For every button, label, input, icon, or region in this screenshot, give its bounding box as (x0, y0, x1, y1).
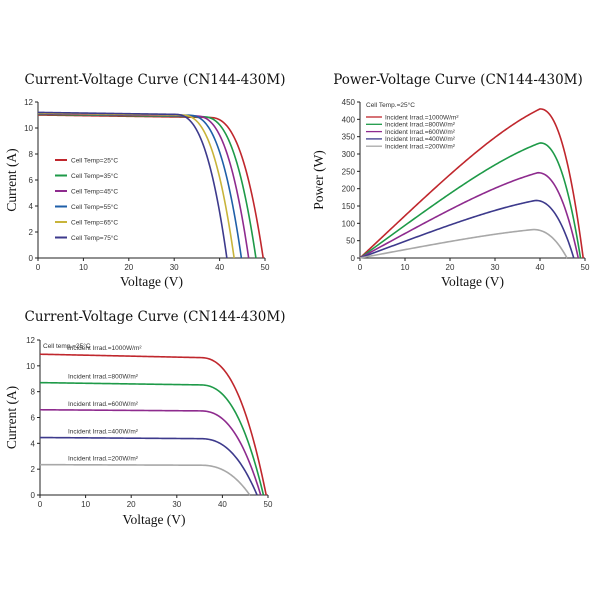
x-tick-label: 0 (38, 500, 43, 509)
pv-irradiance-chart: Power-Voltage Curve (CN144-430M) 0 10 20 30 4… (300, 62, 600, 302)
x-tick-label: 50 (581, 263, 590, 272)
x-tick-label: 30 (491, 263, 500, 272)
y-tick-label: 10 (26, 362, 35, 371)
y-tick-label: 200 (342, 185, 356, 194)
x-tick-label: 50 (264, 500, 273, 509)
y-tick-label: 6 (29, 176, 34, 185)
y-tick-label: 10 (24, 124, 33, 133)
legend-label: Cell Temp=65°C (71, 219, 118, 227)
y-tick-label: 0 (29, 254, 34, 263)
pv-irrad-svg: Power-Voltage Curve (CN144-430M) 0 10 20 30 4… (311, 72, 590, 289)
legend-header: Cell temp.=25°C (43, 342, 91, 350)
y-tick-label: 0 (351, 254, 356, 263)
y-axis-label: Current (A) (4, 386, 19, 449)
iv-temperature-chart: Current-Voltage Curve (CN144-430M) 0 10 20 3… (0, 62, 300, 302)
legend-label: Cell Temp=55°C (71, 203, 118, 211)
x-axis-label: Voltage (V) (120, 274, 183, 289)
series-line-5 (37, 112, 235, 259)
x-tick-label: 0 (36, 263, 41, 272)
x-axis-label: Voltage (V) (441, 274, 504, 289)
legend-label: Incident Irrad.=1000W/m² (385, 114, 459, 121)
y-tick-label: 350 (342, 133, 356, 142)
y-tick-label: 100 (342, 219, 356, 228)
legend-label: Cell Temp=45°C (71, 188, 118, 196)
legend-label: Incident Irrad.=800W/m² (68, 374, 139, 381)
x-tick-label: 0 (358, 263, 363, 272)
y-tick-label: 400 (342, 115, 356, 124)
series-line-3 (359, 171, 580, 259)
y-tick-label: 2 (31, 465, 36, 474)
legend-header: Cell Temp.=25°C (366, 101, 415, 109)
legend-label: Incident Irrad.=200W/m² (68, 456, 139, 463)
legend-label: Incident Irrad.=600W/m² (68, 401, 139, 408)
legend-label: Incident Irrad.=1000W/m² (68, 345, 142, 352)
series-line-5 (40, 463, 251, 496)
legend-label: Incident Irrad.=800W/m² (385, 122, 456, 129)
y-tick-label: 50 (346, 237, 355, 246)
series-line-5 (359, 228, 568, 259)
series-line-2 (359, 142, 582, 259)
y-tick-label: 6 (31, 414, 36, 423)
x-tick-label: 40 (536, 263, 545, 272)
y-tick-label: 8 (31, 388, 36, 397)
x-tick-label: 20 (127, 500, 136, 509)
series-line-2 (39, 381, 265, 496)
x-tick-label: 40 (218, 500, 227, 509)
series-line-3 (39, 408, 262, 496)
x-axis-label: Voltage (V) (122, 512, 185, 527)
y-tick-label: 450 (342, 98, 356, 107)
x-tick-label: 10 (81, 500, 90, 509)
series-line-4 (39, 436, 258, 496)
legend-label: Incident Irrad.=200W/m² (385, 144, 456, 151)
x-tick-label: 10 (79, 263, 88, 272)
x-tick-label: 10 (401, 263, 410, 272)
y-tick-label: 300 (342, 150, 356, 159)
legend-label: Cell Temp=35°C (71, 172, 118, 180)
x-tick-label: 20 (446, 263, 455, 272)
y-tick-label: 12 (26, 336, 35, 345)
chart-title: Current-Voltage Curve (CN144-430M) (25, 309, 286, 325)
y-tick-label: 2 (29, 228, 34, 237)
legend-label: Incident Irrad.=400W/m² (68, 429, 139, 436)
y-axis-label: Power (W) (311, 150, 326, 210)
x-tick-label: 50 (261, 263, 270, 272)
x-tick-label: 20 (124, 263, 133, 272)
y-tick-label: 4 (29, 202, 34, 211)
series-line-1 (39, 353, 267, 496)
y-tick-label: 150 (342, 202, 356, 211)
legend-label: Cell Temp=75°C (71, 234, 118, 242)
y-axis-label: Current (A) (4, 148, 19, 211)
axes (39, 340, 268, 496)
iv-irrad-svg: Current-Voltage Curve (CN144-430M)0 10 20 3… (4, 309, 286, 527)
y-tick-label: 250 (342, 167, 356, 176)
legend-label: Incident Irrad.=400W/m² (385, 136, 456, 143)
series-line-3 (37, 112, 250, 259)
y-tick-label: 8 (29, 150, 34, 159)
series-line-6 (37, 111, 228, 259)
chart-title: Power-Voltage Curve (CN144-430M) (333, 72, 583, 88)
x-tick-label: 40 (215, 263, 224, 272)
x-tick-label: 30 (172, 500, 181, 509)
series-line-4 (37, 112, 243, 259)
legend-label: Cell Temp=25°C (71, 157, 118, 165)
y-tick-label: 12 (24, 98, 33, 107)
y-tick-label: 0 (31, 491, 36, 500)
y-tick-label: 4 (31, 439, 36, 448)
iv-temp-svg: Current-Voltage Curve (CN144-430M)0 10 20 3… (4, 72, 286, 289)
iv-irradiance-chart: Current-Voltage Curve (CN144-430M) 0 10 20 3… (0, 302, 300, 542)
legend-label: Incident Irrad.=600W/m² (385, 129, 456, 136)
chart-title: Current-Voltage Curve (CN144-430M) (25, 72, 286, 88)
x-tick-label: 30 (170, 263, 179, 272)
series-line-4 (359, 199, 575, 259)
series-line-1 (359, 108, 584, 259)
